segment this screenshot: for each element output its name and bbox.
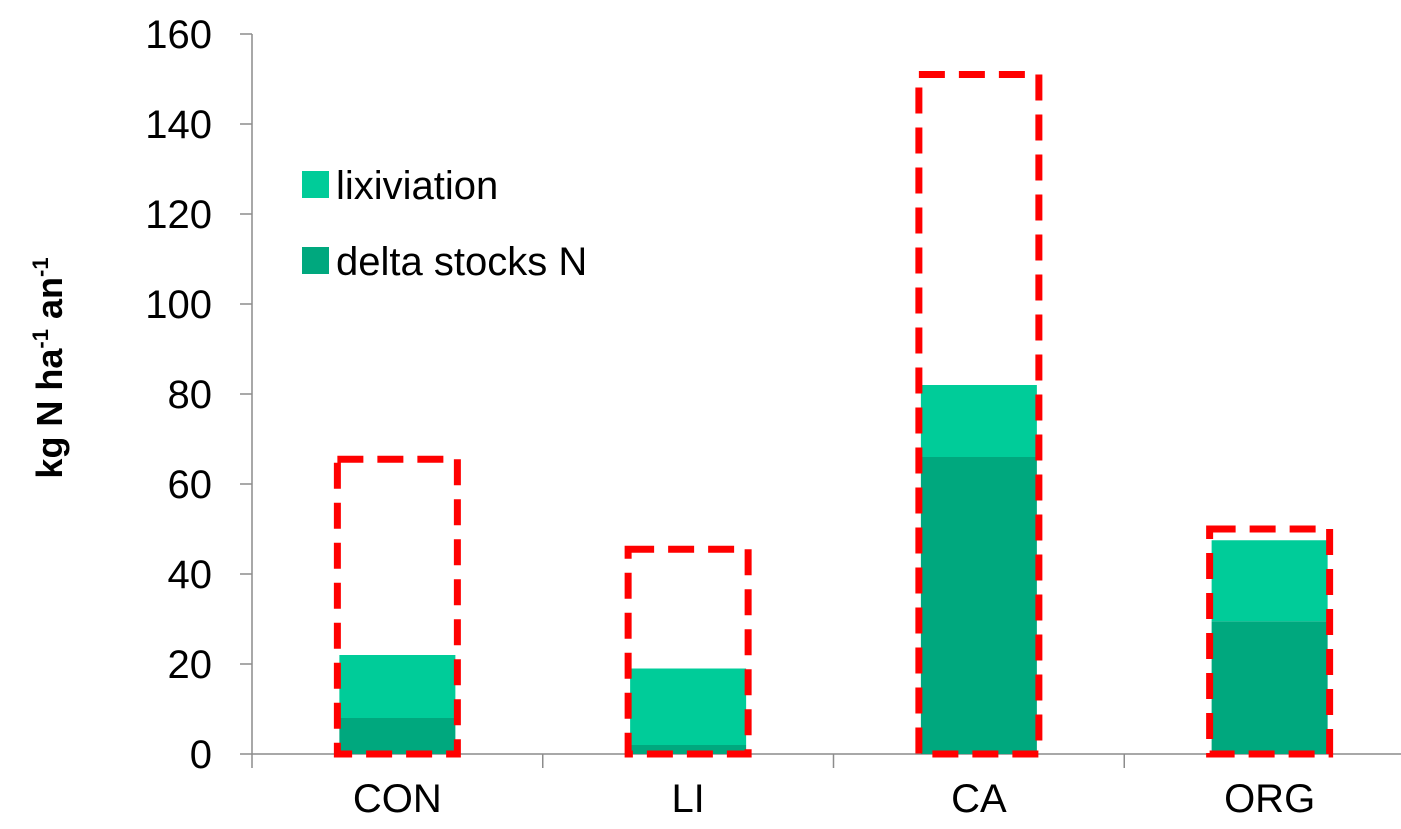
- x-tick-label: LI: [671, 777, 704, 821]
- x-tick-label: CA: [951, 777, 1007, 821]
- bar-lixiviation-ca: [920, 385, 1037, 457]
- legend-label: lixiviation: [336, 164, 498, 208]
- bar-lixiviation-li: [630, 668, 747, 745]
- y-tick-label: 60: [168, 463, 213, 507]
- y-tick-label: 0: [190, 733, 212, 777]
- legend: lixiviation delta stocks N: [302, 164, 587, 284]
- y-tick-label: 160: [145, 13, 212, 57]
- y-tick-label: 80: [168, 373, 213, 417]
- y-tick-label: 100: [145, 283, 212, 327]
- bar-delta-stocks-n-ca: [920, 457, 1037, 754]
- y-axis-label-part: -1: [28, 329, 53, 349]
- y-axis-label-part: kg N ha: [29, 348, 70, 479]
- outline-ca: [915, 71, 1043, 758]
- outlines: [333, 71, 1334, 758]
- bar-lixiviation-org: [1211, 540, 1328, 622]
- outline-li: [624, 545, 752, 758]
- y-axis-label-part: -1: [28, 257, 53, 277]
- y-tick-label: 120: [145, 193, 212, 237]
- x-tick-label: CON: [353, 777, 442, 821]
- y-tick-label: 20: [168, 643, 213, 687]
- outline-org: [1206, 525, 1334, 758]
- x-tick-labels: CON LI CA ORG: [353, 777, 1315, 821]
- bar-delta-stocks-n-con: [339, 718, 456, 754]
- bar-lixiviation-con: [339, 655, 456, 718]
- legend-swatch-delta-stocks-N: [302, 247, 329, 274]
- y-tick-label: 140: [145, 103, 212, 147]
- y-tick-labels: 0 20 40 60 80 100 120 140 160: [145, 13, 212, 777]
- bars: [339, 385, 1328, 754]
- y-axis-label: kg N ha-1 an-1: [28, 257, 70, 478]
- outline-con: [333, 455, 461, 758]
- x-tick-label: ORG: [1224, 777, 1315, 821]
- legend-label: delta stocks N: [336, 240, 587, 284]
- y-axis-label-part: an: [29, 277, 70, 329]
- legend-swatch-lixiviation: [302, 171, 329, 198]
- bar-delta-stocks-n-org: [1211, 621, 1328, 754]
- y-tick-label: 40: [168, 553, 213, 597]
- bar-delta-stocks-n-li: [630, 745, 747, 754]
